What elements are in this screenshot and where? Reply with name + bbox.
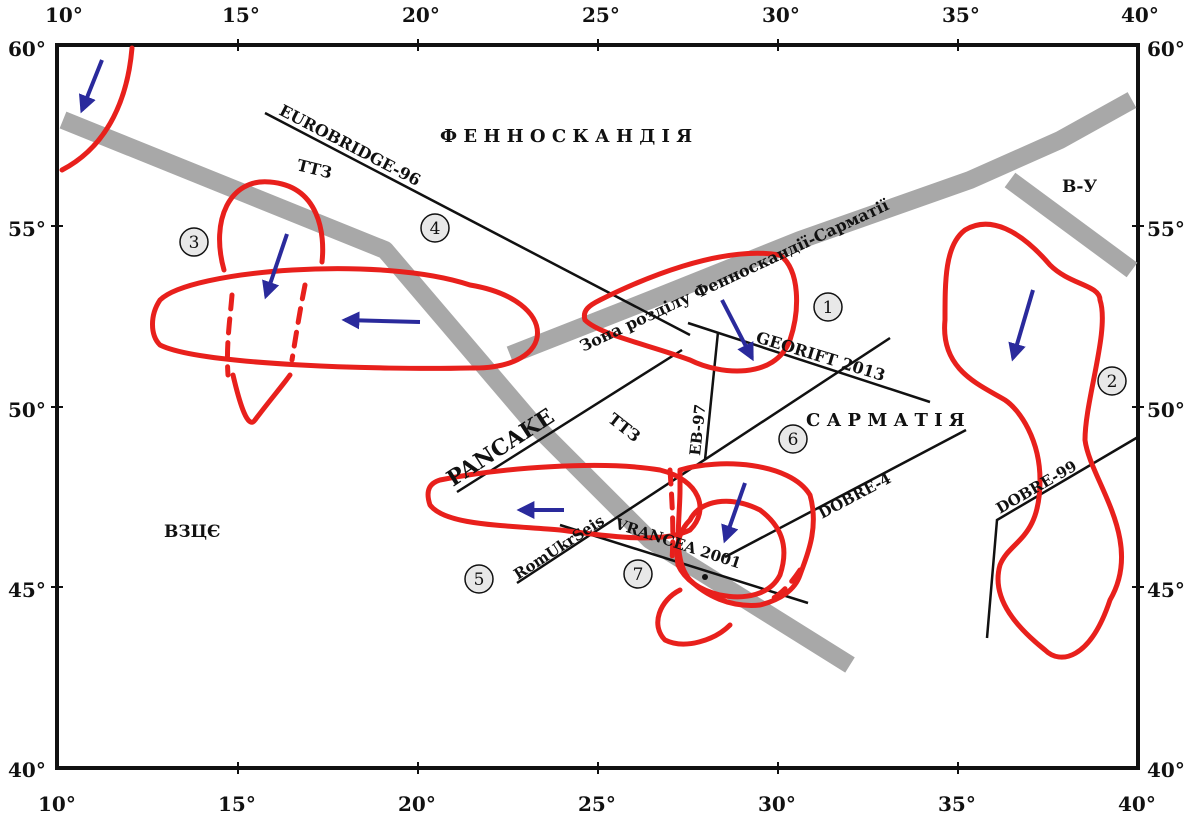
right-tick-label: 40° — [1147, 758, 1185, 782]
marker-5-label: 5 — [474, 570, 485, 590]
anomaly-3-upper-lobe — [217, 179, 326, 273]
marker-1: 1 — [813, 292, 843, 322]
anomaly-7-inner — [674, 498, 787, 600]
marker-4-label: 4 — [430, 219, 441, 239]
anomaly-3-outer — [150, 266, 540, 371]
motion-arrows — [78, 59, 1035, 544]
bottom-tick-label: 15° — [218, 792, 256, 816]
bottom-tick-label: 35° — [938, 792, 976, 816]
anomaly-7-outer — [675, 461, 816, 608]
marker-7: 7 — [623, 559, 653, 589]
dobre4-line — [724, 428, 967, 559]
marker-7-label: 7 — [633, 565, 644, 585]
dobre4-label: DOBRE-4 — [815, 469, 894, 522]
marker-2-label: 2 — [1107, 372, 1118, 392]
marker-4: 4 — [420, 213, 450, 243]
georift-label: GEORIFT 2013 — [754, 328, 888, 385]
top-tick-label: 25° — [582, 3, 620, 27]
boundary-zone-label: Зона розділу Фенноскандії-Сарматії — [577, 195, 892, 355]
romukrseis-line — [516, 336, 891, 585]
ttz-north-label: ТТЗ — [295, 155, 334, 182]
marker-6-label: 6 — [788, 430, 799, 450]
left-tick-label: 60° — [8, 37, 46, 61]
left-tick-label: 55° — [8, 217, 46, 241]
anomaly-1 — [581, 250, 800, 374]
top-tick-label: 20° — [402, 3, 440, 27]
arrow-3-down — [262, 233, 289, 300]
arrow-top-left — [78, 59, 104, 114]
ttz-band — [59, 111, 855, 673]
left-tick-label: 50° — [8, 398, 46, 422]
map-frame — [55, 43, 1140, 770]
top-tick-label: 15° — [222, 3, 260, 27]
numbered-markers: 1 2 3 4 5 6 7 — [179, 213, 1127, 594]
vrancea-point — [702, 574, 708, 580]
marker-2: 2 — [1097, 366, 1127, 396]
eurobridge-line — [264, 111, 691, 337]
top-tick-label: 40° — [1121, 3, 1159, 27]
pancake-label: PANCAKE — [442, 403, 559, 492]
romukrseis-label: RomUkrSeis — [510, 511, 607, 583]
arrow-1 — [720, 299, 754, 362]
sarmatia-label: С А Р М А Т І Я — [806, 410, 965, 431]
marker-1-label: 1 — [823, 298, 834, 318]
left-tick-labels: 60° 55° 50° 45° 40° — [8, 37, 46, 782]
marker-6: 6 — [778, 424, 808, 454]
anomaly-7-lower-lobe — [655, 587, 733, 647]
anomaly-top-left-corner — [59, 45, 135, 173]
anomaly-2 — [942, 221, 1124, 660]
pancake-line — [456, 348, 683, 494]
bottom-tick-label: 10° — [38, 792, 76, 816]
wzce-label: ВЗЦЄ — [164, 522, 221, 542]
anomaly-3-lower-lobe — [230, 372, 293, 425]
fennoscandia-sarmatia-boundary-band — [506, 92, 1137, 364]
bottom-tick-label: 30° — [758, 792, 796, 816]
top-tick-labels: 10° 15° 20° 25° 30° 35° 40° — [45, 3, 1159, 27]
anomaly-3-dashed — [224, 282, 308, 378]
top-tick-label: 35° — [942, 3, 980, 27]
bottom-tick-label: 20° — [398, 792, 436, 816]
anomaly-7-dashed — [667, 467, 803, 603]
arrow-7 — [721, 482, 747, 544]
eb97-label: EB-97 — [686, 403, 709, 456]
bottom-tick-label: 40° — [1118, 792, 1156, 816]
eb97-line — [703, 331, 720, 461]
right-tick-label: 50° — [1147, 398, 1185, 422]
ttz-south-label: ТТЗ — [605, 409, 645, 446]
tectonic-zones — [59, 92, 1138, 673]
right-tick-labels: 60° 55° 50° 45° 40° — [1147, 37, 1185, 782]
marker-3-label: 3 — [189, 233, 200, 253]
left-tick-label: 40° — [8, 758, 46, 782]
anomaly-outlines — [59, 45, 1124, 660]
bottom-tick-labels: 10° 15° 20° 25° 30° 35° 40° — [38, 792, 1156, 816]
right-tick-label: 45° — [1147, 578, 1185, 602]
arrow-3-left — [341, 311, 421, 330]
right-tick-label: 60° — [1147, 37, 1185, 61]
top-tick-label: 30° — [762, 3, 800, 27]
left-tick-label: 45° — [8, 578, 46, 602]
bottom-tick-label: 25° — [578, 792, 616, 816]
right-tick-label: 55° — [1147, 217, 1185, 241]
top-tick-label: 10° — [45, 3, 83, 27]
vu-boundary-band — [1004, 172, 1138, 278]
marker-5: 5 — [464, 564, 494, 594]
eurobridge-label: EUROBRIDGE-96 — [276, 101, 424, 190]
arrow-2 — [1008, 289, 1035, 362]
marker-3: 3 — [179, 227, 209, 257]
fennoscandia-label: Ф Е Н Н О С К А Н Д І Я — [440, 126, 692, 147]
georift-line — [687, 321, 931, 404]
vu-label: В-У — [1062, 177, 1097, 197]
anomaly-5-outer — [425, 462, 703, 541]
tick-marks — [51, 39, 1144, 774]
